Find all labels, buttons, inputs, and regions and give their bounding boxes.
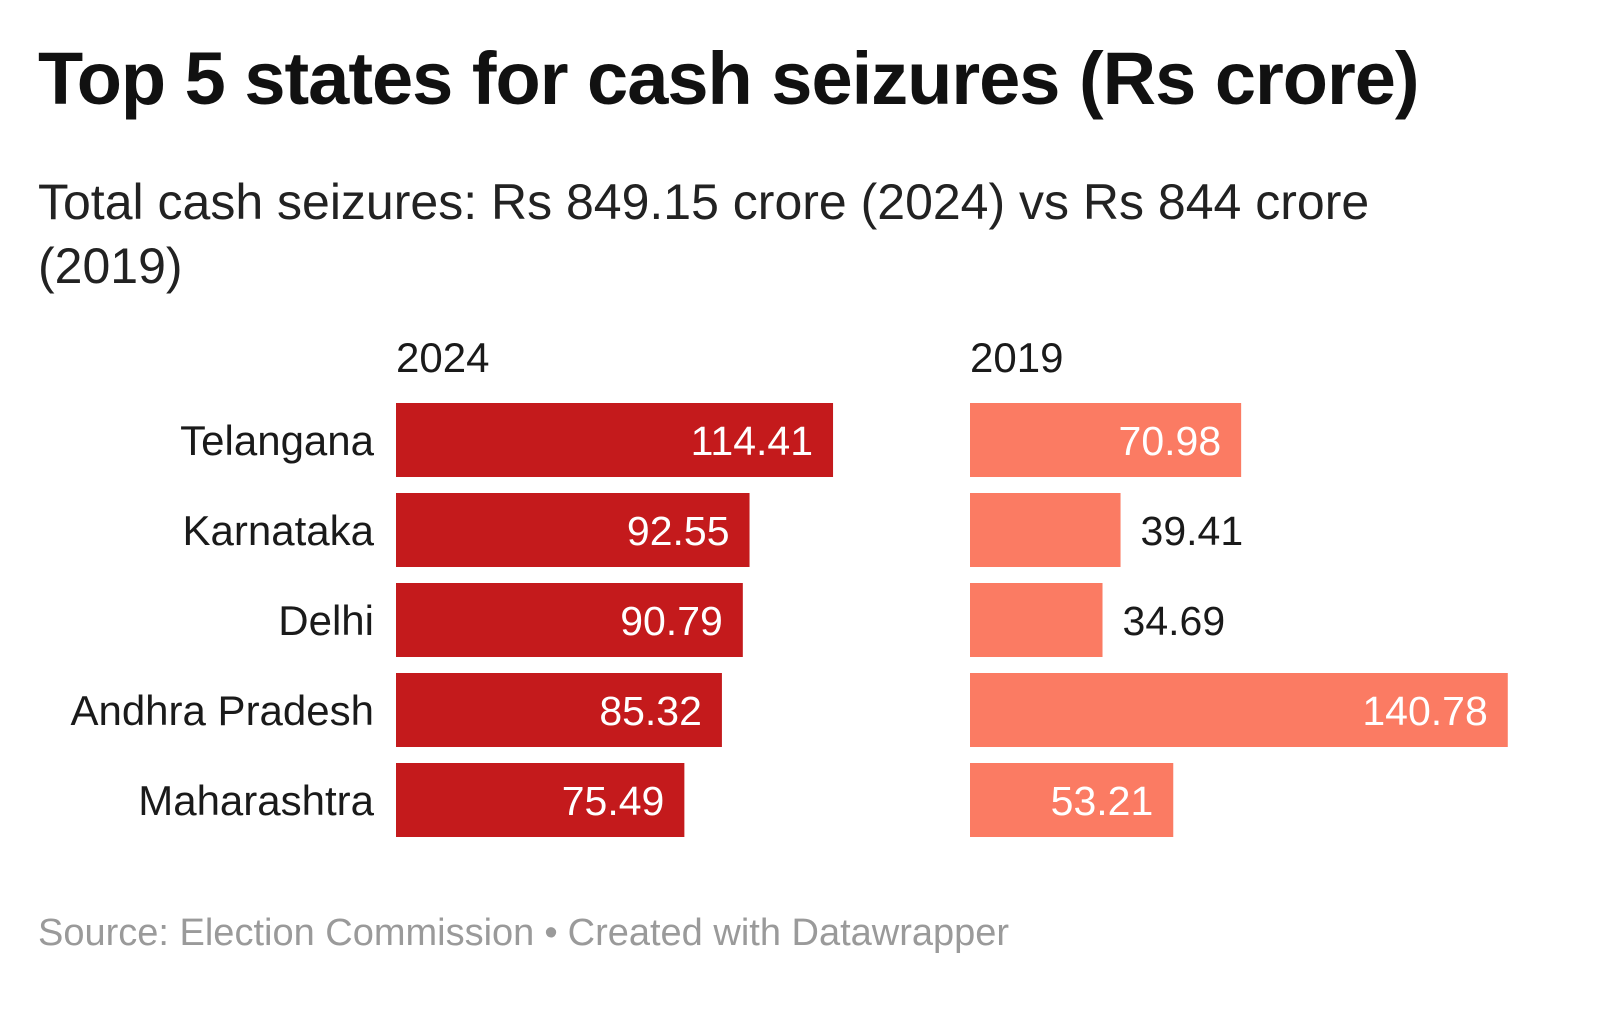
series-header-2024: 2024	[396, 334, 489, 381]
value-label-2019: 140.78	[1362, 688, 1487, 734]
source-note: Source: Election Commission	[38, 912, 535, 954]
bar-2024	[396, 673, 722, 747]
bar-2019	[970, 763, 1174, 837]
category-label: Karnataka	[183, 507, 375, 554]
datawrapper-credit[interactable]: Created with Datawrapper	[567, 912, 1010, 954]
value-label-2019: 70.98	[1119, 418, 1222, 464]
value-label-2024: 114.41	[691, 418, 813, 464]
value-label-2019: 53.21	[1051, 778, 1154, 824]
value-label-2024: 90.79	[620, 598, 723, 644]
bar-2024	[396, 763, 685, 837]
value-label-2019: 39.41	[1141, 508, 1244, 554]
bar-chart: 2024 2019 Telangana Karnataka Delhi Andhra Pr…	[70, 334, 1508, 837]
value-label-2019: 34.69	[1123, 598, 1226, 644]
bar-2024	[396, 583, 743, 657]
bar-2019	[970, 403, 1242, 477]
value-label-2024: 92.55	[627, 508, 730, 554]
bar-2019	[970, 493, 1121, 567]
category-label: Delhi	[278, 597, 374, 644]
chart-title: Top 5 states for cash seizures (Rs crore…	[38, 37, 1420, 120]
series-header-2019: 2019	[970, 334, 1063, 381]
footer-separator: •	[544, 912, 558, 954]
category-label: Maharashtra	[138, 777, 374, 824]
category-label: Telangana	[180, 417, 374, 464]
value-label-2024: 85.32	[599, 688, 702, 734]
chart-footer: Source: Election Commission • Created with…	[38, 912, 1009, 955]
value-label-2024: 75.49	[562, 778, 665, 824]
bar-2024	[396, 403, 834, 477]
category-label: Andhra Pradesh	[70, 687, 374, 734]
bar-2019	[970, 673, 1508, 747]
bar-2019	[970, 583, 1103, 657]
chart-subtitle: Total cash seizures: Rs 849.15 crore (20…	[38, 174, 1370, 294]
bar-2024	[396, 493, 750, 567]
